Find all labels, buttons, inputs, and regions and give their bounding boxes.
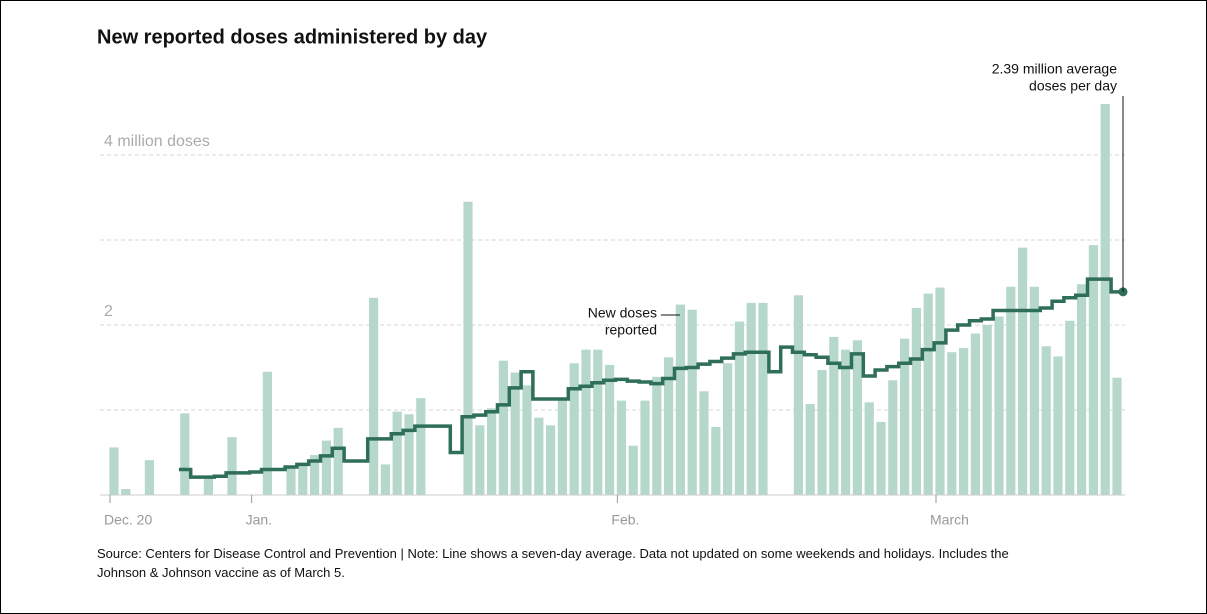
bar: [852, 340, 862, 495]
bar: [262, 371, 272, 495]
bar: [581, 349, 591, 495]
bar: [1112, 377, 1122, 495]
bar: [864, 402, 874, 495]
bar: [758, 302, 768, 495]
bar: [475, 425, 485, 495]
chart-title: New reported doses administered by day: [97, 26, 488, 48]
bar: [923, 293, 933, 495]
bar: [793, 295, 803, 495]
bar: [699, 391, 709, 495]
source-note: Source: Centers for Disease Control and …: [97, 546, 1009, 580]
bar: [321, 440, 331, 495]
x-tick-label: Feb.: [611, 512, 639, 528]
bar: [510, 372, 520, 495]
bar: [652, 376, 662, 495]
bar: [522, 385, 532, 495]
bar: [593, 349, 603, 495]
bar: [817, 370, 827, 495]
bar: [947, 352, 957, 495]
bar: [463, 201, 473, 495]
bar: [1041, 346, 1051, 495]
bar: [392, 411, 402, 495]
bar: [829, 336, 839, 495]
bar: [734, 321, 744, 495]
bar: [1065, 320, 1075, 495]
bar: [911, 308, 921, 495]
bar: [935, 287, 945, 495]
bar: [664, 357, 674, 495]
bar: [970, 333, 980, 495]
annotation: New doses: [588, 305, 657, 321]
x-tick-label: Jan.: [246, 512, 272, 528]
bar: [994, 316, 1004, 495]
x-tick-label: Dec. 20: [104, 512, 152, 528]
bar: [298, 465, 308, 495]
bar: [557, 398, 567, 495]
bar: [1006, 286, 1016, 495]
bar: [369, 297, 379, 495]
bar: [310, 455, 320, 495]
y-tick-label: 2: [104, 303, 113, 320]
bar: [498, 360, 508, 495]
bar: [109, 447, 119, 495]
bar: [723, 363, 733, 495]
bar: [144, 460, 154, 495]
bar: [616, 400, 626, 495]
bar: [982, 325, 992, 495]
bar: [687, 309, 697, 495]
bar: [569, 363, 579, 495]
annotation: 2.39 million average: [992, 61, 1118, 77]
bar: [534, 417, 544, 495]
bar: [1029, 286, 1039, 495]
bar: [605, 364, 615, 495]
bar: [487, 408, 497, 495]
bar: [227, 437, 237, 495]
bar: [333, 427, 343, 495]
bar: [640, 400, 650, 495]
bar: [876, 421, 886, 495]
bar: [628, 445, 638, 495]
bar: [180, 413, 190, 495]
bar: [1053, 356, 1063, 495]
bar: [900, 338, 910, 495]
bar: [711, 427, 721, 495]
x-tick-label: March: [930, 512, 969, 528]
bar: [380, 464, 390, 495]
bar: [888, 380, 898, 495]
bar: [1088, 245, 1098, 495]
bar: [121, 489, 131, 495]
average-line: [178, 277, 1123, 479]
bar: [841, 349, 851, 495]
bar: [404, 414, 414, 495]
bar: [203, 478, 213, 495]
bar: [959, 347, 969, 495]
bar: [805, 404, 815, 495]
y-tick-label: 4 million doses: [104, 133, 210, 150]
annotation: reported: [605, 322, 657, 338]
bar: [286, 466, 296, 495]
bar: [746, 302, 756, 495]
bar: [1018, 247, 1028, 495]
annotation: doses per day: [1029, 78, 1117, 94]
bar: [1077, 284, 1087, 495]
bar: [416, 398, 426, 495]
bar: [546, 425, 556, 495]
bar: [1100, 104, 1110, 495]
bar: [675, 304, 685, 495]
